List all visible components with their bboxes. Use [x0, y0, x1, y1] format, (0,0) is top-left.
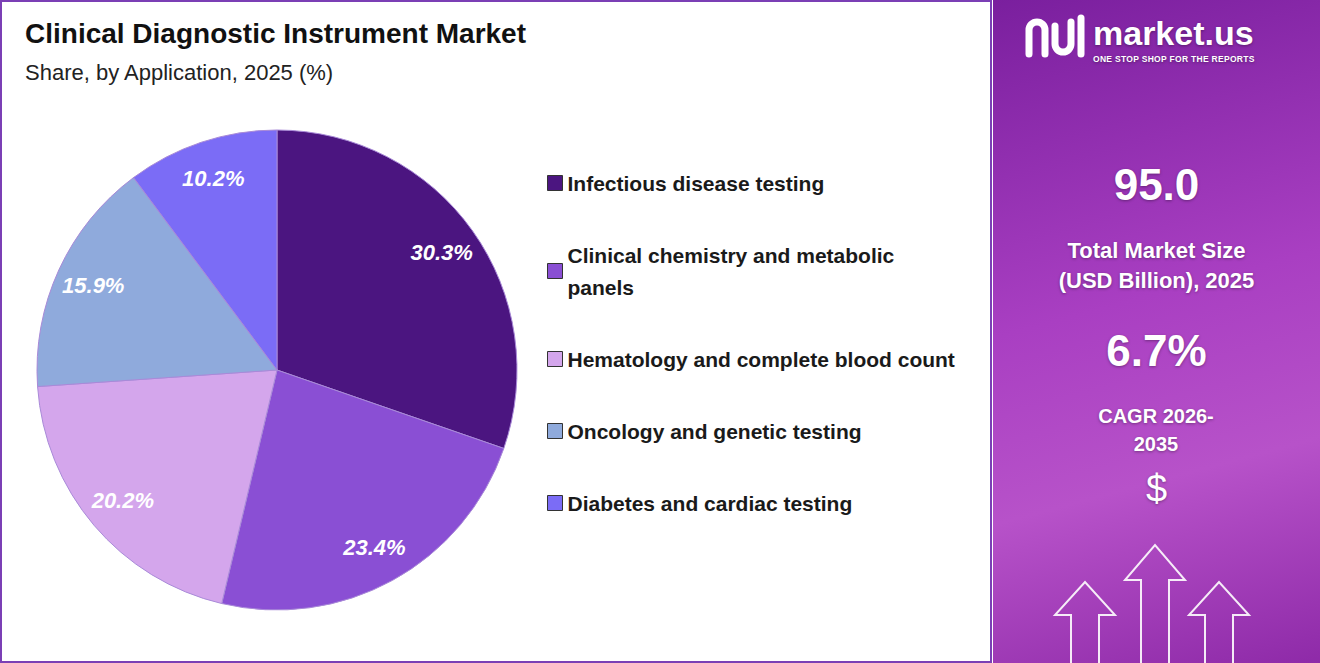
svg-text:10.2%: 10.2%: [182, 166, 244, 191]
svg-text:Clinical Diagnostic Instrument: Clinical Diagnostic Instrument Market: [25, 18, 526, 49]
svg-text:Oncology and genetic testing: Oncology and genetic testing: [568, 420, 862, 443]
svg-text:23.4%: 23.4%: [342, 535, 405, 560]
svg-text:15.9%: 15.9%: [62, 273, 124, 298]
html-text:ONE STOP SHOP FOR THE REPORTS: ONE STOP SHOP FOR THE REPORTS: [1093, 54, 1255, 64]
svg-text:Share, by Application, 2025 (%: Share, by Application, 2025 (%): [25, 60, 333, 85]
html-text:95.0: 95.0: [1113, 160, 1200, 209]
html-text:6.7%: 6.7%: [1106, 326, 1207, 375]
svg-text:30.3%: 30.3%: [411, 240, 473, 265]
html-text:Total Market Size (USD Billion: Total Market Size (USD Billion), 2025: [1058, 238, 1255, 293]
svg-text:panels: panels: [568, 276, 635, 299]
svg-text:Diabetes and cardiac testing: Diabetes and cardiac testing: [568, 492, 853, 515]
html-text:market.us: market.us: [1093, 14, 1254, 52]
svg-text:Hematology and complete blood: Hematology and complete blood count: [568, 348, 955, 371]
html-text:CAGR 2026-2035: CAGR 2026-2035: [1098, 405, 1214, 455]
svg-text:Clinical chemistry and metabol: Clinical chemistry and metabolic: [568, 244, 901, 267]
svg-text:Infectious disease testing: Infectious disease testing: [568, 172, 825, 195]
svg-text:20.2%: 20.2%: [91, 488, 154, 513]
